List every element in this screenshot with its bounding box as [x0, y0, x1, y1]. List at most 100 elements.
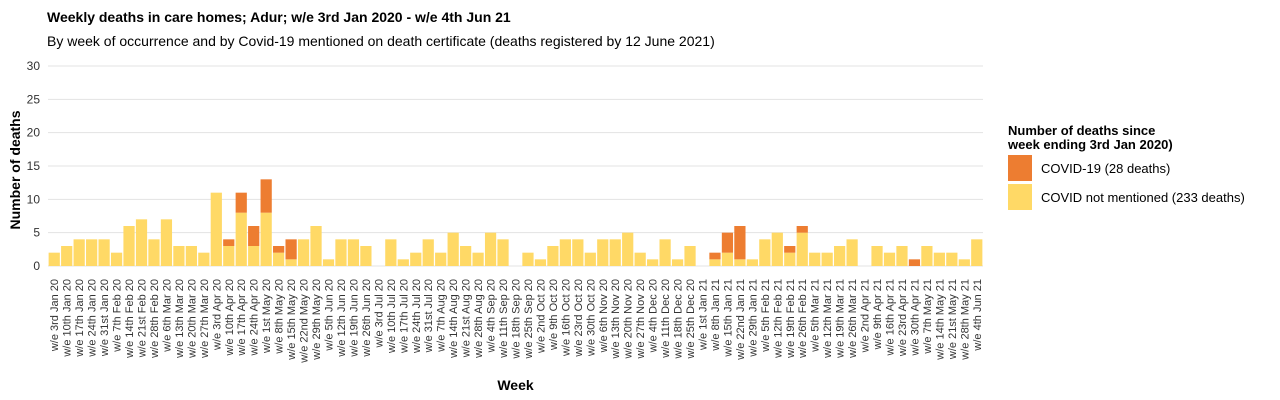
bar-not-mentioned [347, 239, 360, 266]
bar-covid [235, 192, 247, 213]
bar-not-mentioned [460, 246, 472, 266]
bar-not-mentioned [622, 232, 634, 266]
x-tick-label: w/e 30th Oct 20 [585, 279, 597, 357]
x-tick-label: w/e 28th Feb 20 [149, 279, 161, 359]
x-axis-title: Week [497, 377, 534, 393]
bar-not-mentioned [123, 226, 135, 266]
bar-not-mentioned [547, 246, 559, 266]
legend: Number of deaths since week ending 3rd J… [1008, 124, 1268, 210]
bar-covid [248, 226, 260, 246]
x-tick-label: w/e 24th Jan 20 [87, 279, 99, 358]
x-tick-label: w/e 18th Dec 20 [673, 279, 685, 360]
x-tick-label: w/e 3rd Apr 20 [211, 279, 223, 351]
bar-not-mentioned [397, 259, 409, 266]
x-tick-label: w/e 27th Mar 20 [199, 279, 211, 359]
x-tick-label: w/e 29th Jan 21 [747, 279, 759, 358]
bar-not-mentioned [971, 239, 983, 266]
bar-not-mentioned [472, 252, 484, 266]
x-tick-label: w/e 4th Jun 21 [972, 279, 984, 352]
y-tick-label: 15 [27, 159, 41, 173]
legend-swatch-covid [1008, 155, 1032, 181]
bar-not-mentioned [435, 252, 447, 266]
bar-not-mentioned [422, 239, 434, 266]
y-tick-label: 25 [27, 92, 41, 106]
y-tick-label: 20 [27, 126, 41, 140]
bar-not-mentioned [609, 239, 621, 266]
legend-item-not-mentioned: COVID not mentioned (233 deaths) [1008, 184, 1268, 210]
x-tick-label: w/e 20th Nov 20 [623, 279, 635, 360]
chart-title: Weekly deaths in care homes; Adur; w/e 3… [47, 9, 511, 25]
bar-not-mentioned [559, 239, 571, 266]
bar-chart: 0 5 10 15 20 25 30 w/e 3rd Jan 20 w/e 10th Jan 2… [7, 59, 984, 393]
bar-not-mentioned [671, 259, 684, 266]
y-axis-title: Number of deaths [7, 110, 23, 229]
x-tick-label: w/e 3rd Jul 20 [373, 279, 385, 348]
x-tick-label: w/e 8th May 20 [274, 279, 286, 355]
legend-title-line1: Number of deaths since [1008, 123, 1156, 138]
bar-not-mentioned [933, 252, 945, 266]
bar-not-mentioned [746, 259, 758, 266]
bar-not-mentioned [73, 239, 85, 266]
bar-not-mentioned [834, 246, 846, 266]
legend-title: Number of deaths since week ending 3rd J… [1008, 124, 1268, 152]
bar-not-mentioned [846, 239, 858, 266]
bar-not-mentioned [946, 252, 958, 266]
bar-not-mentioned [185, 246, 197, 266]
bar-not-mentioned [809, 252, 821, 266]
x-tick-label: w/e 12th Feb 21 [772, 279, 784, 359]
bar-not-mentioned [297, 239, 310, 266]
bar-not-mentioned [871, 246, 883, 266]
bar-not-mentioned [584, 252, 596, 266]
x-tick-label: w/e 1st May 20 [261, 279, 273, 354]
x-tick-label: w/e 15th Jan 21 [722, 279, 734, 358]
x-tick-label: w/e 18th Sep 20 [511, 279, 523, 360]
x-tick-label: w/e 9th Apr 21 [872, 279, 884, 350]
x-tick-label: w/e 15th May 20 [286, 279, 298, 361]
x-tick-label: w/e 11th Sep 20 [498, 279, 510, 359]
bar-not-mentioned [896, 246, 908, 266]
bar-not-mentioned [335, 239, 347, 266]
x-tick-label: w/e 24th Apr 20 [249, 279, 261, 356]
bar-covid [796, 226, 808, 233]
bar-not-mentioned [410, 252, 422, 266]
bar-not-mentioned [310, 226, 322, 266]
x-tick-label: w/e 21st May 21 [947, 279, 959, 360]
x-tick-label: w/e 5th Feb 21 [760, 279, 772, 353]
bar-not-mentioned [497, 239, 509, 266]
x-tick-label: w/e 16th Apr 21 [885, 279, 897, 356]
bar-not-mentioned [771, 232, 783, 266]
x-tick-label: w/e 22nd Jan 21 [735, 279, 747, 361]
bar-not-mentioned [285, 259, 297, 266]
y-tick-label: 30 [27, 59, 41, 73]
x-tick-label: w/e 19th Feb 21 [785, 279, 797, 359]
bar-not-mentioned [447, 232, 459, 266]
bar-not-mentioned [385, 239, 397, 266]
bar-not-mentioned [821, 252, 833, 266]
x-tick-label: w/e 30th Apr 21 [909, 279, 921, 356]
x-tick-label: w/e 13th Mar 20 [174, 279, 186, 359]
bar-covid [285, 239, 297, 260]
x-tick-label: w/e 16th Oct 20 [560, 279, 572, 357]
bar-not-mentioned [98, 239, 110, 266]
x-tick-label: w/e 12th Jun 20 [336, 279, 348, 358]
x-tick-label: w/e 17th Jul 20 [398, 279, 410, 354]
x-tick-label: w/e 14th Feb 20 [124, 279, 136, 359]
bar-covid [709, 252, 721, 260]
bar-covid [784, 246, 796, 253]
x-tick-label: w/e 31st Jul 20 [423, 279, 435, 353]
x-tick-label: w/e 26th Mar 21 [847, 279, 859, 359]
x-tick-label: w/e 2nd Oct 20 [535, 279, 547, 354]
x-tick-label: w/e 25th Dec 20 [685, 279, 697, 360]
bar-not-mentioned [61, 246, 73, 266]
x-tick-label: w/e 26th Jun 20 [361, 279, 373, 358]
bar-not-mentioned [360, 246, 372, 266]
x-tick-label: w/e 14th May 21 [934, 279, 946, 361]
x-tick-label: w/e 7th May 21 [922, 279, 934, 355]
bar-not-mentioned [223, 246, 235, 266]
x-tick-label: w/e 21st Feb 20 [137, 279, 149, 358]
x-tick-label: w/e 19th Mar 21 [835, 279, 847, 359]
x-tick-label: w/e 17th Jan 20 [74, 279, 86, 358]
bar-covid [908, 259, 921, 266]
bar-not-mentioned [148, 239, 160, 266]
legend-title-line2: week ending 3rd Jan 2020) [1008, 137, 1173, 152]
